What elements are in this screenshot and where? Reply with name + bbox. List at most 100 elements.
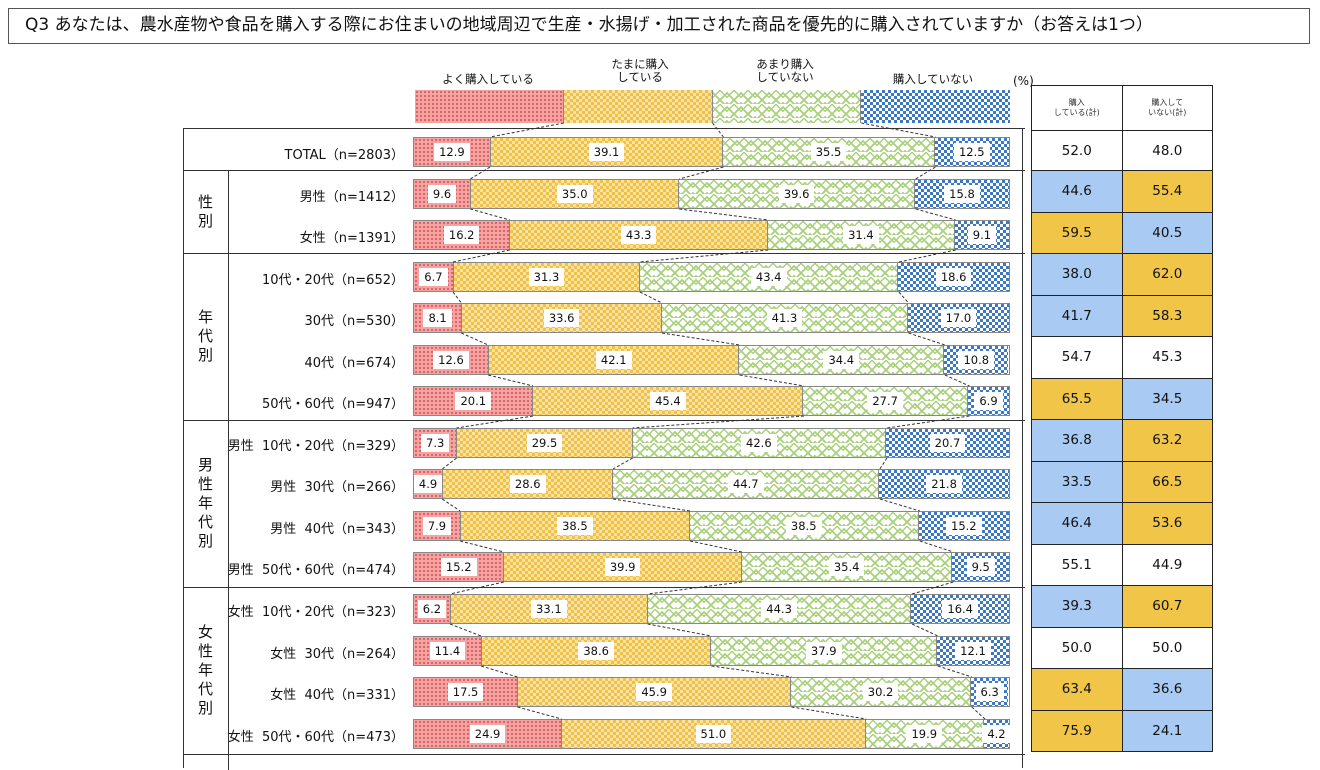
bar-segment: 43.4 — [640, 263, 899, 291]
summary-row: 55.1 44.9 — [1031, 543, 1214, 586]
segment-value: 43.4 — [750, 268, 787, 286]
segment-value: 15.2 — [440, 558, 477, 576]
group-label: 年代別 — [183, 253, 228, 420]
summary-not-buy-value: 36.6 — [1121, 668, 1214, 711]
segment-value: 33.1 — [531, 600, 567, 618]
summary-buy-value: 38.0 — [1031, 253, 1123, 296]
row-label: 男性（n=1412） — [299, 190, 404, 205]
segment-value: 37.9 — [805, 642, 842, 660]
segment-value: 45.4 — [650, 392, 686, 410]
bar-segment: 31.3 — [453, 263, 641, 291]
segment-value: 44.7 — [727, 475, 764, 493]
summary-not-buy-value: 62.0 — [1121, 253, 1214, 296]
group-label-text: 年代別 — [197, 308, 213, 364]
stacked-bar-row: 24.9 51.0 19.9 4.2 — [413, 719, 1011, 749]
segment-value: 12.9 — [434, 143, 470, 161]
summary-row: 75.9 24.1 — [1031, 709, 1214, 752]
legend-label-never: 購入していない — [892, 72, 974, 86]
segment-value: 33.6 — [543, 309, 580, 327]
bar-segment: 11.4 — [414, 637, 482, 665]
stacked-bar-row: 12.6 42.1 34.4 10.8 — [413, 345, 1010, 375]
row-label: 男性 50代・60代（n=474） — [227, 563, 404, 578]
summary-row: 38.0 62.0 — [1031, 253, 1214, 296]
group-label: 性別 — [183, 170, 228, 253]
summary-not-buy-value: 40.5 — [1121, 211, 1214, 254]
segment-value: 38.5 — [557, 517, 593, 535]
bar-segment: 8.1 — [414, 304, 463, 332]
summary-buy-value: 46.4 — [1031, 502, 1123, 545]
summary-row: 44.6 55.4 — [1031, 170, 1214, 213]
segment-value: 29.5 — [526, 434, 563, 452]
bar-segment: 15.2 — [414, 553, 505, 581]
summary-row: 59.5 40.5 — [1031, 211, 1214, 254]
segment-value: 17.5 — [447, 683, 484, 701]
segment-value: 15.2 — [946, 517, 982, 535]
stacked-bar-row: 6.7 31.3 43.4 18.6 — [413, 262, 1010, 292]
legend-swatch-never — [861, 90, 1010, 123]
summary-row: 46.4 53.6 — [1031, 502, 1214, 545]
bar-segment: 51.0 — [562, 720, 866, 748]
segment-value: 39.9 — [604, 558, 641, 576]
summary-not-buy-value: 24.1 — [1121, 709, 1214, 752]
segment-value: 20.7 — [929, 434, 966, 452]
bar-segment: 16.4 — [911, 595, 1009, 623]
segment-value: 44.3 — [761, 600, 797, 618]
summary-not-buy-value: 63.2 — [1121, 419, 1214, 462]
summary-buy-value: 44.6 — [1031, 170, 1123, 213]
row-label: 女性 10代・20代（n=323） — [227, 605, 404, 620]
stacked-bar-row: 17.5 45.9 30.2 6.3 — [413, 677, 1010, 707]
summary-row: 36.8 63.2 — [1031, 419, 1214, 462]
stacked-bar-row: 7.3 29.5 42.6 20.7 — [413, 428, 1010, 458]
row-label: 男性 10代・20代（n=329） — [227, 439, 404, 454]
bar-segment: 39.9 — [504, 553, 742, 581]
row-label: 女性 40代（n=331） — [270, 688, 404, 703]
summary-buy-value: 55.1 — [1031, 543, 1123, 586]
stacked-bar-row: 4.9 28.6 44.7 21.8 — [413, 469, 1010, 499]
legend-bar — [415, 90, 1010, 123]
summary-buy-value: 33.5 — [1031, 460, 1123, 503]
segment-value: 17.0 — [940, 309, 977, 327]
summary-row: 63.4 36.6 — [1031, 668, 1214, 711]
summary-not-buy-value: 34.5 — [1121, 377, 1214, 420]
bar-segment: 39.6 — [679, 180, 915, 208]
stacked-bar-row: 7.9 38.5 38.5 15.2 — [413, 511, 1010, 541]
row-label: 40代（n=674） — [304, 356, 405, 371]
stacked-bar-row: 9.6 35.0 39.6 15.8 — [413, 179, 1010, 209]
segment-value: 38.6 — [578, 642, 614, 660]
segment-value: 39.1 — [588, 143, 625, 161]
legend-label-sometimes: たまに購入 している — [611, 57, 669, 84]
bar-segment: 16.2 — [414, 221, 511, 249]
bar-segment: 30.2 — [791, 678, 971, 706]
segment-value: 7.9 — [422, 517, 452, 535]
bar-segment: 27.7 — [803, 387, 968, 415]
summary-buy-value: 41.7 — [1031, 294, 1123, 337]
summary-header-buy: 購入 している(計) — [1031, 85, 1123, 131]
segment-value: 12.1 — [955, 642, 991, 660]
segment-value: 38.5 — [785, 517, 822, 535]
segment-value: 16.4 — [942, 600, 978, 618]
bar-segment: 9.5 — [952, 553, 1009, 581]
row-label: TOTAL（n=2803） — [284, 148, 404, 163]
summary-header-row: 購入 している(計) 購入して いない(計) — [1031, 85, 1214, 131]
summary-not-buy-value: 58.3 — [1121, 294, 1214, 337]
bar-segment: 17.0 — [907, 304, 1009, 332]
stacked-bar-row: 11.4 38.6 37.9 12.1 — [413, 636, 1010, 666]
segment-value: 6.2 — [417, 600, 447, 618]
segment-value: 12.5 — [953, 143, 990, 161]
segment-value: 9.6 — [427, 185, 457, 203]
bar-segment: 6.2 — [414, 595, 451, 623]
stacked-bar-row: 8.1 33.6 41.3 17.0 — [413, 303, 1010, 333]
group-divider — [183, 170, 1025, 171]
bar-segment: 38.6 — [481, 637, 712, 665]
segment-value: 11.4 — [429, 642, 466, 660]
bar-segment: 7.3 — [414, 429, 458, 457]
bar-segment: 34.4 — [739, 346, 945, 374]
bar-segment: 39.1 — [490, 138, 724, 166]
summary-buy-value: 50.0 — [1031, 626, 1123, 669]
group-divider — [183, 253, 1025, 254]
bar-segment: 28.6 — [443, 470, 614, 498]
segment-value: 8.1 — [423, 309, 452, 327]
group-label: 女性年代別 — [183, 587, 228, 754]
group-divider — [183, 587, 1025, 588]
bar-segment: 42.1 — [488, 346, 740, 374]
